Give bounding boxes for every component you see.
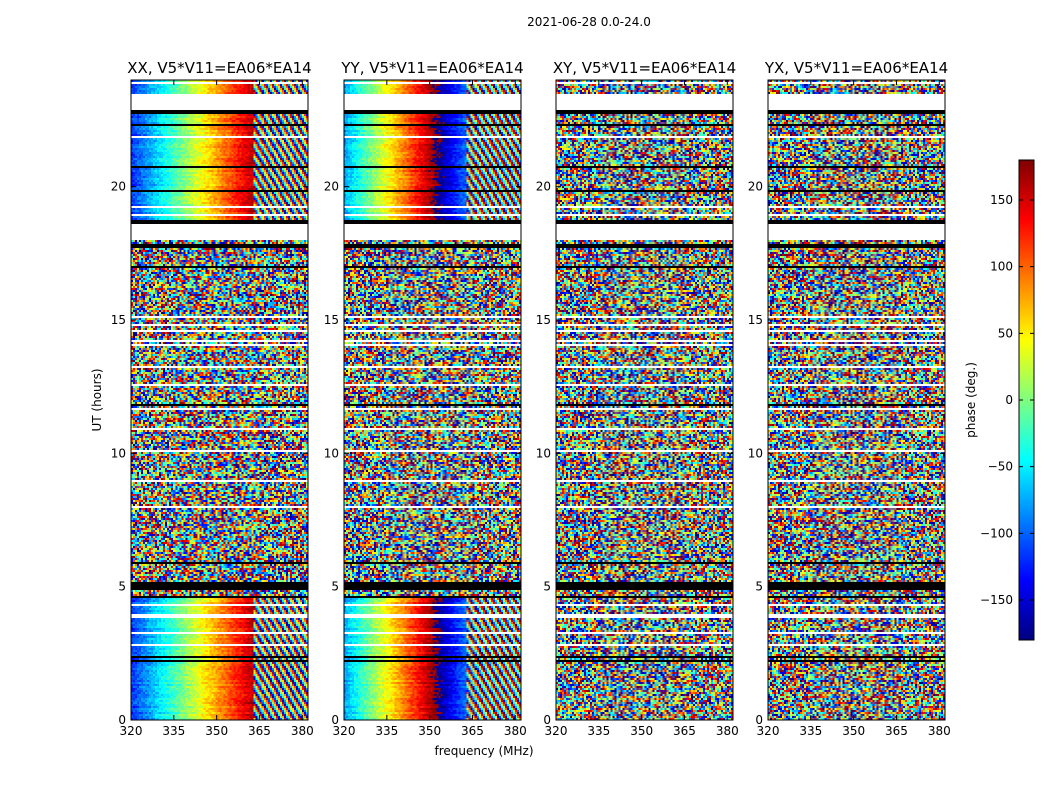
x-tick-label: 335 bbox=[375, 724, 398, 738]
y-tick-label: 20 bbox=[111, 180, 126, 194]
colorbar-tick-label: 0 bbox=[1005, 393, 1013, 407]
x-tick-label: 365 bbox=[885, 724, 908, 738]
x-tick-label: 350 bbox=[630, 724, 653, 738]
x-tick-label: 335 bbox=[162, 724, 185, 738]
colorbar-tick-label: 50 bbox=[998, 326, 1013, 340]
y-axis-label: UT (hours) bbox=[90, 368, 104, 431]
x-tick-label: 350 bbox=[842, 724, 865, 738]
figure-suptitle: 2021-06-28 0.0-24.0 bbox=[527, 15, 651, 29]
panel-heatmap-yx bbox=[768, 80, 945, 720]
x-tick-label: 320 bbox=[120, 724, 143, 738]
colorbar-tick-label: −150 bbox=[980, 593, 1013, 607]
y-tick-label: 10 bbox=[324, 446, 339, 460]
colorbar-tick-label: 100 bbox=[990, 260, 1013, 274]
y-tick-label: 20 bbox=[536, 180, 551, 194]
panel-xx: XX, V5*V11=EA06*EA14 320 335 350 365 380 0 5 10 1… bbox=[111, 59, 314, 738]
colorbar-tick-label: 150 bbox=[990, 193, 1013, 207]
panel-heatmap-xy bbox=[556, 80, 733, 720]
x-tick-label: 365 bbox=[461, 724, 484, 738]
y-tick-label: 15 bbox=[536, 313, 551, 327]
panel-heatmap-xx bbox=[131, 80, 308, 720]
x-tick-label: 380 bbox=[928, 724, 951, 738]
y-tick-label: 5 bbox=[118, 580, 126, 594]
panel-title: XX, V5*V11=EA06*EA14 bbox=[127, 59, 311, 77]
panel-title: YX, V5*V11=EA06*EA14 bbox=[764, 59, 948, 77]
x-tick-label: 320 bbox=[757, 724, 780, 738]
y-tick-label: 0 bbox=[543, 713, 551, 727]
y-tick-label: 20 bbox=[324, 180, 339, 194]
x-tick-label: 335 bbox=[587, 724, 610, 738]
colorbar: 150 100 50 0 −50 −100 −150 phase (deg.) bbox=[964, 159, 1035, 641]
x-tick-label: 380 bbox=[504, 724, 527, 738]
panel-frame bbox=[555, 79, 734, 721]
y-tick-label: 20 bbox=[748, 180, 763, 194]
colorbar-tick-label: −50 bbox=[988, 460, 1013, 474]
y-tick-label: 15 bbox=[111, 313, 126, 327]
x-tick-label: 350 bbox=[205, 724, 228, 738]
y-tick-label: 5 bbox=[755, 580, 763, 594]
x-tick-label: 380 bbox=[291, 724, 314, 738]
panel-title: XY, V5*V11=EA06*EA14 bbox=[553, 59, 736, 77]
x-tick-label: 380 bbox=[716, 724, 739, 738]
panel-heatmap-yy bbox=[344, 80, 521, 720]
x-tick-label: 365 bbox=[248, 724, 271, 738]
panel-yy: YY, V5*V11=EA06*EA14 320 335 350 365 380 0 5 10 1… bbox=[324, 59, 527, 738]
y-tick-label: 0 bbox=[331, 713, 339, 727]
panel-title: YY, V5*V11=EA06*EA14 bbox=[340, 59, 523, 77]
y-tick-label: 0 bbox=[118, 713, 126, 727]
colorbar-label: phase (deg.) bbox=[964, 362, 978, 438]
panel-xy: XY, V5*V11=EA06*EA14 320 335 350 365 380 0 5 10 1… bbox=[536, 59, 739, 738]
x-tick-label: 320 bbox=[333, 724, 356, 738]
panel-yx: YX, V5*V11=EA06*EA14 320 335 350 365 380 0 5 10 1… bbox=[748, 59, 951, 738]
y-tick-label: 5 bbox=[331, 580, 339, 594]
y-tick-label: 10 bbox=[748, 446, 763, 460]
panel-frame bbox=[130, 79, 309, 721]
y-tick-label: 15 bbox=[748, 313, 763, 327]
x-tick-label: 350 bbox=[418, 724, 441, 738]
panels-group: XX, V5*V11=EA06*EA14 320 335 350 365 380 0 5 10 1… bbox=[111, 59, 951, 738]
x-tick-label: 365 bbox=[673, 724, 696, 738]
y-tick-label: 0 bbox=[755, 713, 763, 727]
panel-frame bbox=[343, 79, 522, 721]
x-axis-label: frequency (MHz) bbox=[434, 744, 533, 758]
panel-frame bbox=[767, 79, 946, 721]
y-tick-label: 5 bbox=[543, 580, 551, 594]
colorbar-tick-label: −100 bbox=[980, 526, 1013, 540]
x-tick-label: 320 bbox=[545, 724, 568, 738]
y-tick-label: 10 bbox=[111, 446, 126, 460]
y-tick-label: 10 bbox=[536, 446, 551, 460]
x-tick-label: 335 bbox=[799, 724, 822, 738]
colorbar-ticks: 150 100 50 0 −50 −100 −150 bbox=[980, 193, 1034, 607]
y-tick-label: 15 bbox=[324, 313, 339, 327]
